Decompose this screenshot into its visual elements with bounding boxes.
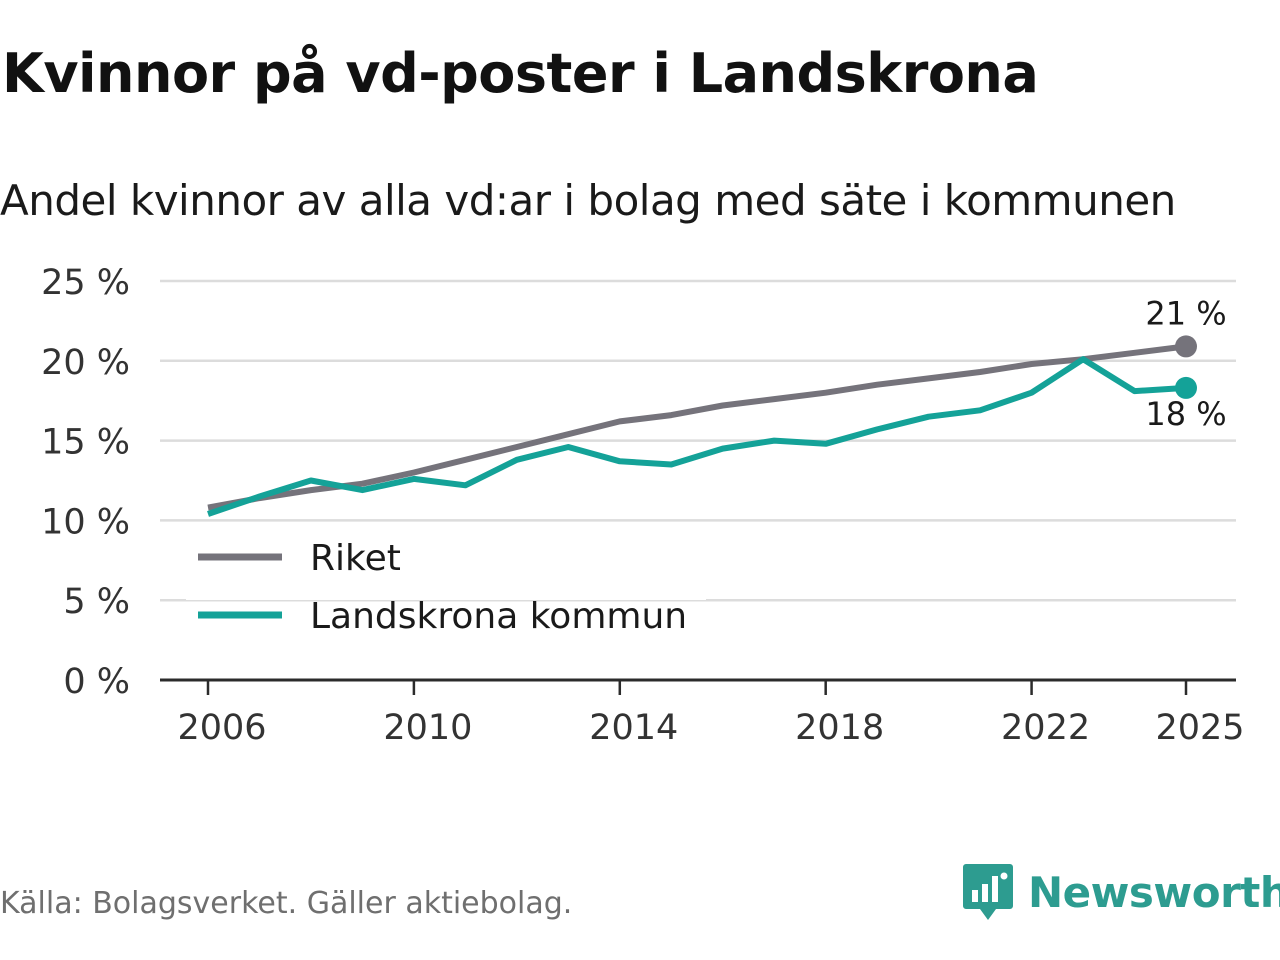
- legend-background: [186, 528, 706, 600]
- x-tick-label: 2022: [1001, 708, 1090, 748]
- x-tick-label: 2025: [1155, 708, 1244, 748]
- y-tick-label: 15 %: [41, 423, 130, 463]
- legend-label-riket: Riket: [310, 538, 401, 579]
- newsworthy-wordmark: Newsworthy: [1028, 867, 1280, 917]
- chart-title: Kvinnor på vd-poster i Landskrona: [2, 42, 1039, 105]
- x-tick-label: 2014: [589, 708, 678, 748]
- x-tick-label: 2010: [383, 708, 472, 748]
- x-tick-label: 2018: [795, 708, 884, 748]
- y-tick-label: 0 %: [63, 662, 130, 702]
- y-tick-label: 25 %: [41, 263, 130, 303]
- y-tick-label: 5 %: [63, 582, 130, 622]
- source-note: Källa: Bolagsverket. Gäller aktiebolag.: [0, 886, 573, 921]
- newsworthy-icon: [963, 864, 1013, 920]
- x-tick-label: 2006: [177, 708, 266, 748]
- end-marker-riket: [1175, 335, 1197, 358]
- end-label-landskrona: 18 %: [1145, 395, 1226, 433]
- legend-label-landskrona: Landskrona kommun: [310, 596, 687, 637]
- y-tick-label: 10 %: [41, 502, 130, 542]
- chart-subtitle: Andel kvinnor av alla vd:ar i bolag med …: [0, 176, 1176, 225]
- end-marker-landskrona: [1175, 376, 1197, 399]
- y-tick-label: 20 %: [41, 343, 130, 383]
- series-line-riket: [207, 343, 1187, 511]
- newsworthy-logo: Newsworthy: [962, 862, 1280, 922]
- end-label-riket: 21 %: [1145, 294, 1226, 332]
- series-line-landskrona: [207, 356, 1187, 517]
